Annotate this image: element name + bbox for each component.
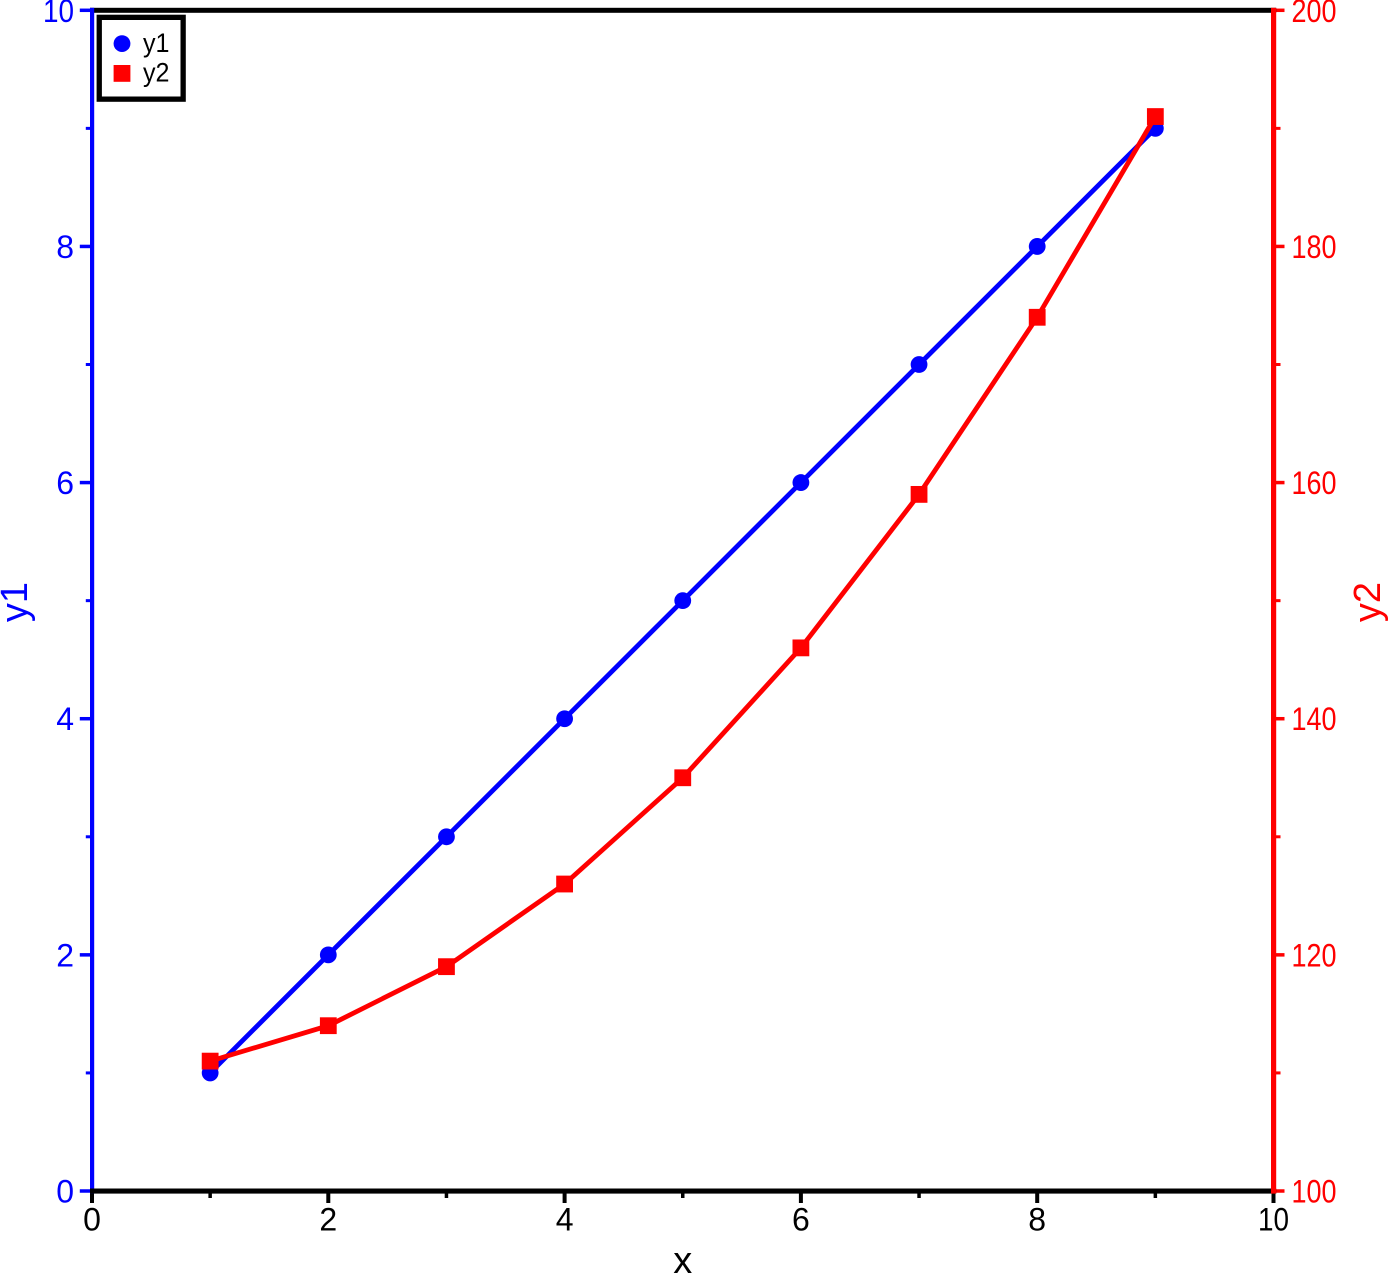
svg-text:120: 120	[1292, 937, 1337, 973]
svg-text:4: 4	[556, 1202, 574, 1238]
svg-text:140: 140	[1292, 701, 1337, 737]
svg-text:2: 2	[56, 937, 74, 973]
svg-text:y2: y2	[143, 58, 170, 88]
svg-text:0: 0	[83, 1202, 101, 1238]
svg-text:100: 100	[1292, 1174, 1337, 1210]
svg-text:6: 6	[792, 1202, 810, 1238]
svg-text:8: 8	[56, 229, 74, 265]
svg-text:y1: y1	[0, 582, 36, 622]
svg-text:10: 10	[43, 0, 74, 29]
svg-text:y1: y1	[143, 28, 170, 58]
svg-text:6: 6	[56, 465, 74, 501]
svg-text:180: 180	[1292, 229, 1337, 265]
svg-text:4: 4	[56, 701, 74, 737]
svg-text:2: 2	[319, 1202, 337, 1238]
svg-text:0: 0	[56, 1174, 74, 1210]
svg-text:200: 200	[1292, 0, 1337, 29]
svg-text:y2: y2	[1347, 582, 1389, 622]
svg-text:160: 160	[1292, 465, 1337, 501]
svg-text:10: 10	[1258, 1202, 1289, 1238]
svg-text:8: 8	[1028, 1202, 1046, 1238]
svg-text:x: x	[673, 1240, 692, 1273]
